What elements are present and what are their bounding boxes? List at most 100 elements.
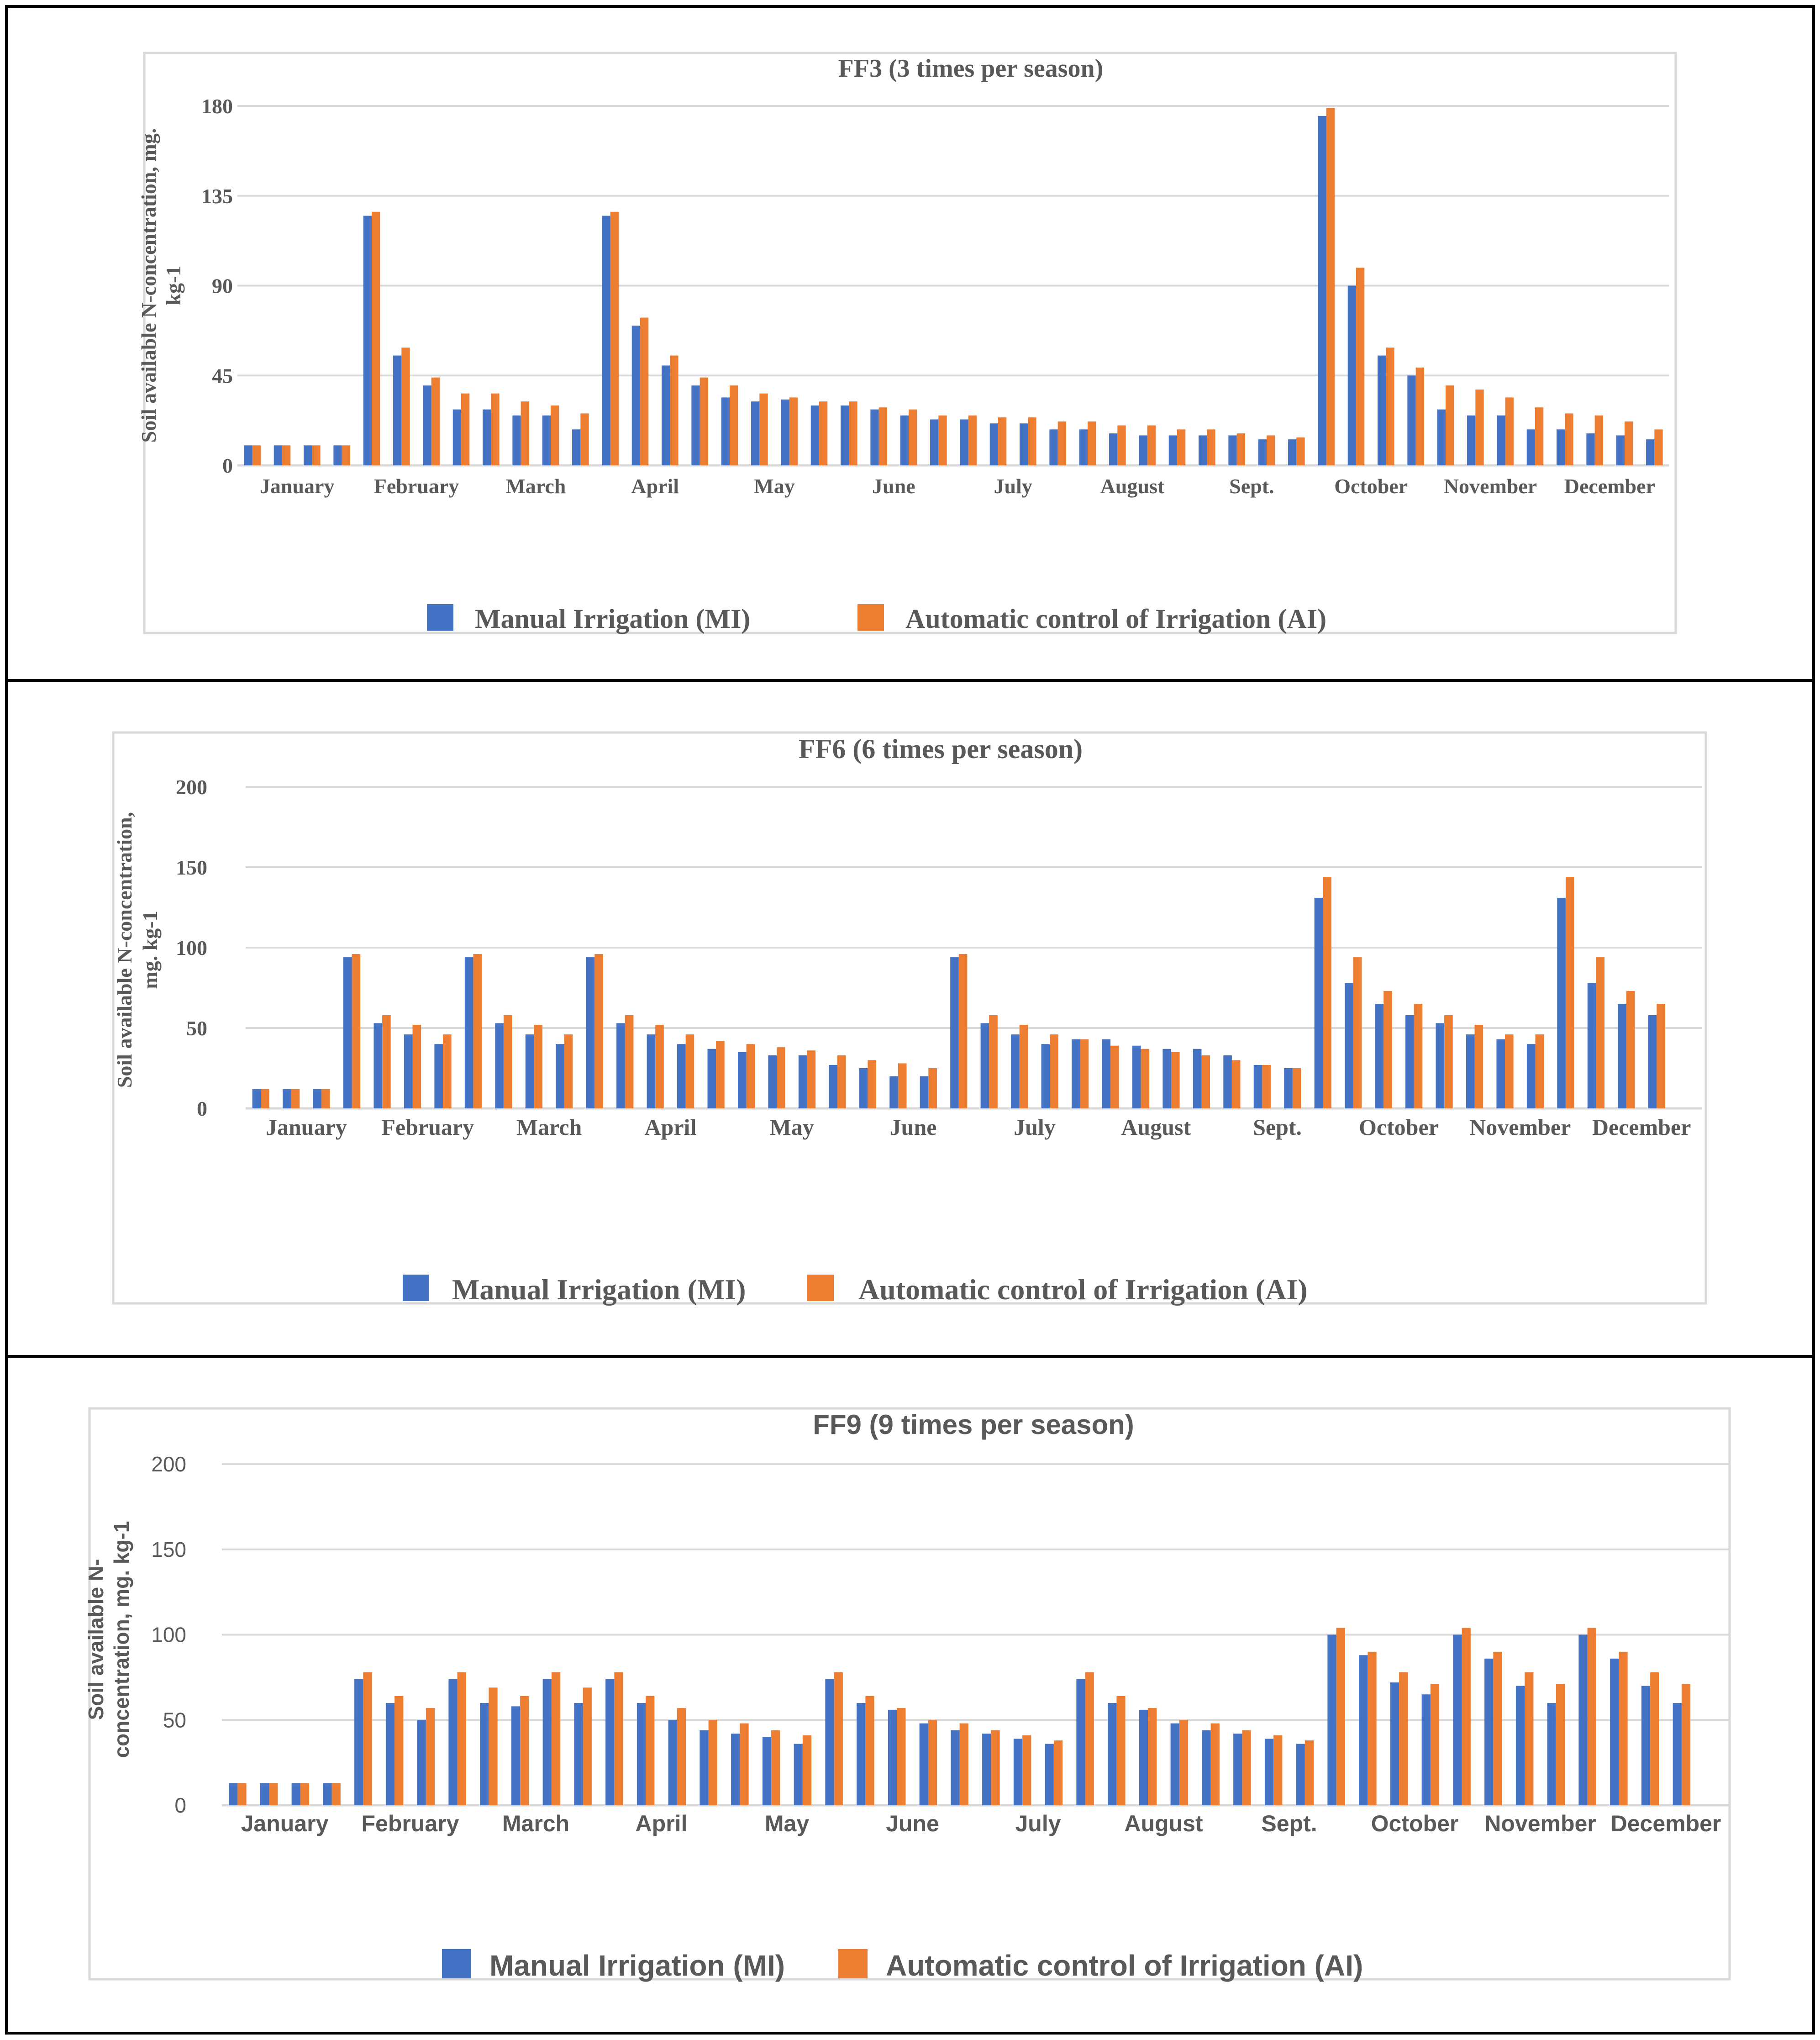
y-axis-title-line-2: mg. kg-1	[138, 911, 162, 989]
bar-ai	[1117, 425, 1126, 465]
x-tick-label: December	[1564, 474, 1655, 498]
bar-ai	[363, 1672, 372, 1805]
bar-ai	[938, 415, 947, 465]
bar-ai	[759, 393, 768, 465]
bar-mi	[960, 419, 968, 465]
bar-mi	[1109, 433, 1118, 465]
y-tick-label: 50	[186, 1017, 207, 1040]
bar-mi	[647, 1034, 656, 1108]
bar-ai	[1556, 1684, 1565, 1805]
bar-mi	[1557, 897, 1566, 1108]
bar-ai	[457, 1672, 466, 1805]
bar-mi	[1557, 429, 1565, 465]
x-tick-label: October	[1334, 474, 1408, 498]
bar-ai	[1177, 429, 1186, 465]
bar-ai	[898, 1063, 907, 1108]
y-tick-label: 180	[201, 95, 233, 118]
bar-mi	[1258, 439, 1267, 465]
legend-swatch-mi	[403, 1275, 429, 1301]
x-tick-label: May	[765, 1811, 809, 1836]
bar-ai	[1085, 1672, 1094, 1805]
bar-ai	[1201, 1055, 1210, 1108]
x-tick-label: Sept.	[1261, 1811, 1317, 1836]
y-axis-title-line-2: kg-1	[162, 266, 185, 306]
bar-mi	[762, 1737, 772, 1805]
bar-ai	[1019, 1024, 1028, 1108]
bar-mi	[1359, 1655, 1368, 1805]
bar-ai	[1262, 1065, 1271, 1108]
x-tick-label: July	[994, 474, 1032, 498]
bar-ai	[991, 1730, 1000, 1805]
bar-mi	[1496, 1039, 1505, 1108]
bar-ai	[491, 393, 500, 465]
bar-mi	[1168, 435, 1177, 465]
bar-ai	[583, 1687, 592, 1805]
legend: Manual Irrigation (MI) Automatic control…	[403, 1273, 1308, 1306]
bar-ai	[461, 393, 470, 465]
bar-ai	[1626, 991, 1635, 1108]
bar-mi	[668, 1720, 677, 1805]
bar-ai	[1356, 268, 1365, 465]
bar-ai	[291, 1089, 300, 1108]
bar-ai	[959, 1723, 968, 1805]
legend-swatch-mi	[427, 604, 453, 631]
bar-ai	[1336, 1628, 1345, 1805]
bar-ai	[868, 1060, 877, 1108]
bar-ai	[1147, 425, 1156, 465]
x-tick-label: February	[362, 1811, 459, 1836]
bar-ai	[252, 445, 261, 465]
bar-ai	[580, 413, 589, 465]
bar-ai	[1057, 421, 1066, 465]
chart-ff6: FF6 (6 times per season) Soil available …	[112, 731, 1707, 1306]
bar-ai	[594, 954, 603, 1108]
legend: Manual Irrigation (MI) Automatic control…	[427, 604, 1326, 634]
x-tick-label: March	[516, 1114, 582, 1140]
legend-label-mi: Manual Irrigation (MI)	[452, 1273, 746, 1306]
bar-ai	[382, 1015, 391, 1108]
bar-ai	[777, 1047, 785, 1108]
x-tick-label: November	[1469, 1114, 1571, 1140]
bar-ai	[1323, 877, 1331, 1108]
chart-ff9: FF9 (9 times per season) Soil available …	[84, 1407, 1731, 1982]
bar-mi	[1467, 415, 1476, 465]
bar-ai	[834, 1672, 843, 1805]
bar-ai	[1141, 1049, 1150, 1108]
bar-ai	[1110, 1045, 1119, 1108]
bar-mi	[313, 1089, 322, 1108]
bar-mi	[1162, 1049, 1171, 1108]
bar-ai	[1399, 1672, 1408, 1805]
bar-mi	[1421, 1694, 1431, 1805]
bar-ai	[807, 1050, 816, 1108]
bar-mi	[511, 1706, 521, 1805]
bar-mi	[1453, 1634, 1462, 1805]
bar-ai	[1368, 1651, 1377, 1805]
bar-ai	[1475, 389, 1484, 465]
bar-mi	[291, 1783, 300, 1805]
legend: Manual Irrigation (MI) Automatic control…	[442, 1949, 1363, 1982]
bar-ai	[928, 1068, 937, 1108]
bar-ai	[1210, 1723, 1220, 1805]
bar-mi	[1076, 1679, 1085, 1805]
bar-mi	[920, 1076, 929, 1108]
bar-mi	[385, 1703, 395, 1805]
chart-area-border	[88, 1407, 1731, 1981]
x-tick-label: March	[505, 474, 566, 498]
bar-mi	[636, 1703, 646, 1805]
bar-ai	[1535, 1034, 1544, 1108]
x-tick-label: February	[374, 474, 459, 498]
bar-mi	[1347, 285, 1356, 465]
bar-mi	[1233, 1734, 1242, 1805]
bar-mi	[343, 957, 352, 1108]
bar-ai	[677, 1708, 686, 1805]
bar-mi	[404, 1034, 413, 1108]
bar-mi	[1327, 1634, 1336, 1805]
bar-mi	[1390, 1682, 1399, 1805]
bar-mi	[1228, 435, 1237, 465]
x-tick-label: April	[631, 474, 679, 498]
bar-mi	[1314, 897, 1323, 1108]
bar-ai	[1028, 417, 1036, 465]
bar-mi	[1253, 1065, 1262, 1108]
bar-mi	[794, 1744, 803, 1805]
bar-mi	[781, 399, 789, 465]
bar-ai	[1587, 1628, 1596, 1805]
